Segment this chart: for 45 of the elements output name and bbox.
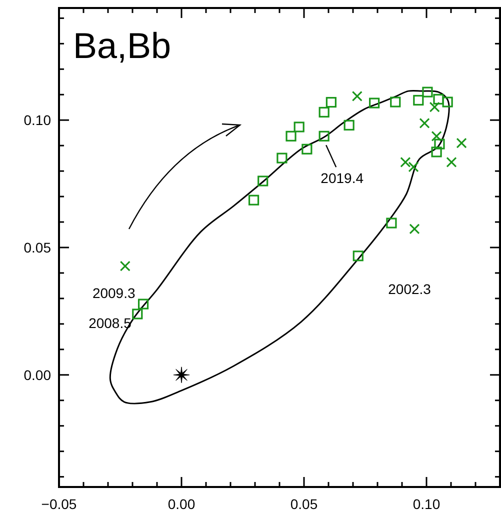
point bbox=[434, 138, 445, 150]
y-tick-label: 0.05 bbox=[24, 240, 52, 256]
x-tick-label: 0.00 bbox=[168, 496, 196, 512]
point bbox=[422, 86, 433, 98]
point bbox=[400, 156, 411, 168]
annotation: 2002.3 bbox=[388, 280, 432, 297]
point bbox=[120, 260, 130, 272]
point bbox=[442, 96, 453, 108]
annotation: 2009.3 bbox=[92, 285, 136, 302]
point bbox=[456, 138, 467, 148]
point bbox=[138, 298, 149, 310]
point bbox=[276, 152, 288, 164]
point bbox=[173, 366, 190, 384]
point bbox=[302, 144, 312, 154]
point bbox=[248, 194, 260, 206]
point bbox=[390, 96, 401, 108]
point bbox=[326, 96, 336, 108]
point bbox=[132, 308, 143, 320]
point bbox=[369, 98, 380, 108]
x-tick-label: 0.05 bbox=[290, 496, 318, 512]
point bbox=[429, 102, 440, 112]
point bbox=[286, 130, 296, 142]
point bbox=[344, 120, 354, 130]
point bbox=[409, 224, 420, 234]
annotation: 2008.5 bbox=[88, 315, 132, 331]
point bbox=[431, 130, 442, 142]
text: Ba,Bb bbox=[73, 25, 172, 66]
point bbox=[318, 106, 330, 118]
point bbox=[431, 146, 442, 158]
point bbox=[258, 176, 268, 186]
x-tick-label: −0.05 bbox=[41, 496, 77, 512]
point bbox=[419, 118, 430, 128]
point bbox=[413, 94, 424, 106]
y-tick-label: 0.10 bbox=[24, 112, 52, 128]
y-tick-label: 0.00 bbox=[24, 366, 52, 383]
point bbox=[386, 218, 397, 228]
x-tick-label: 0.10 bbox=[412, 496, 440, 512]
point bbox=[294, 122, 304, 132]
point bbox=[352, 250, 364, 262]
point bbox=[352, 90, 362, 102]
point bbox=[446, 156, 457, 168]
annotation: 2019.4 bbox=[320, 170, 364, 186]
point bbox=[433, 94, 444, 105]
point bbox=[318, 130, 330, 142]
point bbox=[408, 162, 419, 172]
